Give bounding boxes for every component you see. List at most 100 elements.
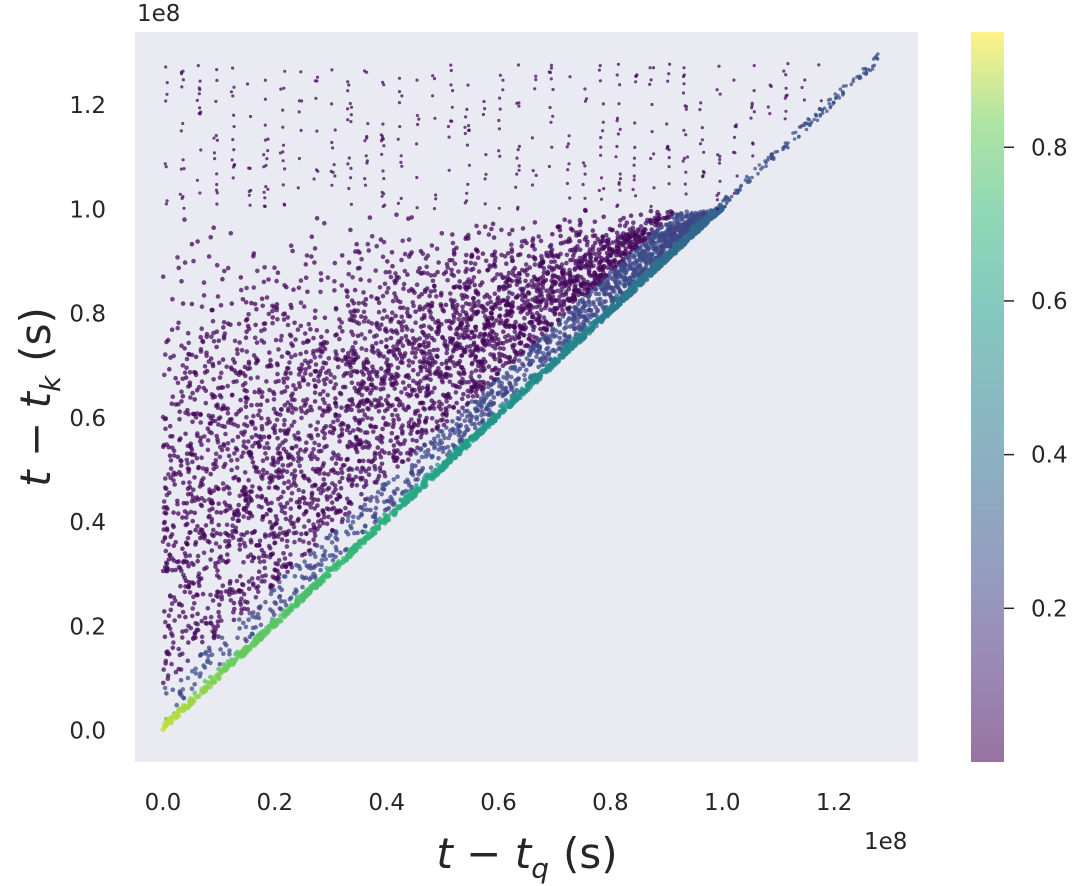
scatter-point bbox=[160, 274, 166, 280]
scatter-point bbox=[201, 550, 207, 556]
scatter-point bbox=[549, 247, 555, 252]
scatter-point bbox=[316, 449, 322, 454]
scatter-point bbox=[428, 405, 433, 411]
scatter-point bbox=[268, 552, 274, 557]
scatter-point bbox=[190, 668, 195, 674]
scatter-point bbox=[481, 392, 486, 397]
scatter-point bbox=[451, 312, 456, 318]
scatter-point bbox=[462, 418, 468, 424]
scatter-point bbox=[497, 355, 502, 361]
scatter-point bbox=[481, 348, 486, 353]
scatter-point bbox=[166, 613, 172, 618]
scatter-point bbox=[555, 305, 560, 311]
scatter-point bbox=[369, 234, 375, 239]
scatter-point bbox=[486, 232, 492, 237]
scatter-point bbox=[481, 356, 487, 362]
scatter-point bbox=[180, 363, 186, 368]
scatter-point bbox=[553, 333, 559, 339]
scatter-point bbox=[468, 418, 474, 423]
scatter-point bbox=[189, 499, 195, 504]
scatter-point bbox=[284, 538, 290, 544]
scatter-point bbox=[282, 402, 288, 408]
scatter-point bbox=[226, 538, 232, 544]
scatter-point bbox=[323, 556, 329, 562]
scatter-point bbox=[583, 308, 588, 314]
scatter-point bbox=[390, 310, 395, 316]
scatter-point bbox=[292, 574, 298, 579]
scatter-point bbox=[181, 558, 187, 564]
scatter-point bbox=[505, 355, 510, 360]
scatter-point bbox=[272, 600, 278, 605]
scatter-point bbox=[373, 268, 379, 273]
scatter-point bbox=[658, 225, 663, 231]
scatter-point bbox=[452, 363, 458, 369]
scatter-point bbox=[288, 497, 294, 503]
scatter-point bbox=[276, 558, 282, 563]
scatter-point bbox=[163, 476, 168, 481]
scatter-point bbox=[580, 305, 585, 311]
scatter-point bbox=[358, 428, 363, 433]
scatter-point bbox=[353, 474, 359, 480]
scatter-point bbox=[463, 259, 468, 265]
scatter-point bbox=[604, 256, 609, 261]
scatter-point bbox=[319, 558, 325, 563]
scatter-point bbox=[592, 240, 598, 246]
scatter-point bbox=[261, 559, 267, 564]
scatter-point bbox=[549, 321, 554, 327]
scatter-point bbox=[552, 298, 558, 304]
scatter-point bbox=[252, 301, 258, 307]
scatter-point bbox=[596, 253, 602, 259]
scatter-point bbox=[271, 534, 277, 540]
scatter-point bbox=[324, 340, 330, 346]
scatter-point bbox=[502, 334, 508, 340]
scatter-point bbox=[282, 417, 287, 423]
scatter-point bbox=[408, 392, 414, 398]
scatter-point bbox=[301, 489, 306, 494]
scatter-point bbox=[291, 457, 296, 462]
scatter-point bbox=[312, 390, 318, 396]
scatter-point bbox=[226, 485, 232, 491]
scatter-point bbox=[395, 474, 400, 480]
scatter-point bbox=[296, 516, 301, 522]
scatter-point bbox=[607, 270, 613, 276]
scatter-point bbox=[460, 304, 465, 310]
scatter-point bbox=[346, 351, 351, 356]
scatter-point bbox=[162, 685, 168, 691]
scatter-point bbox=[489, 315, 495, 320]
scatter-point bbox=[525, 343, 531, 349]
scatter-point bbox=[369, 348, 375, 354]
scatter-point bbox=[436, 320, 441, 326]
scatter-point bbox=[324, 535, 329, 541]
scatter-point bbox=[278, 598, 284, 604]
scatter-point bbox=[326, 485, 332, 491]
scatter-point bbox=[240, 582, 246, 588]
scatter-point bbox=[455, 302, 460, 308]
scatter-point bbox=[409, 447, 415, 453]
scatter-point bbox=[556, 298, 562, 304]
scatter-point bbox=[322, 435, 327, 441]
scatter-point bbox=[238, 275, 244, 280]
scatter-point bbox=[301, 340, 306, 346]
scatter-point bbox=[420, 342, 426, 348]
scatter-point bbox=[577, 247, 583, 252]
scatter-point bbox=[563, 320, 569, 325]
scatter-point bbox=[262, 321, 268, 326]
scatter-point bbox=[464, 252, 469, 258]
scatter-point bbox=[304, 397, 310, 402]
scatter-point bbox=[327, 406, 333, 412]
scatter-point bbox=[429, 243, 435, 248]
scatter-point bbox=[388, 274, 394, 280]
scatter-point bbox=[550, 348, 555, 353]
scatter-point bbox=[160, 414, 166, 420]
scatter-point bbox=[362, 430, 368, 435]
scatter-point bbox=[324, 328, 330, 334]
scatter-point bbox=[381, 470, 387, 475]
scatter-point bbox=[162, 609, 167, 614]
scatter-point bbox=[309, 234, 315, 239]
scatter-point bbox=[256, 555, 262, 560]
scatter-point bbox=[173, 567, 178, 573]
scatter-point bbox=[208, 471, 213, 477]
scatter-point bbox=[576, 310, 582, 316]
scatter-point bbox=[410, 350, 415, 356]
scatter-point bbox=[170, 434, 175, 439]
